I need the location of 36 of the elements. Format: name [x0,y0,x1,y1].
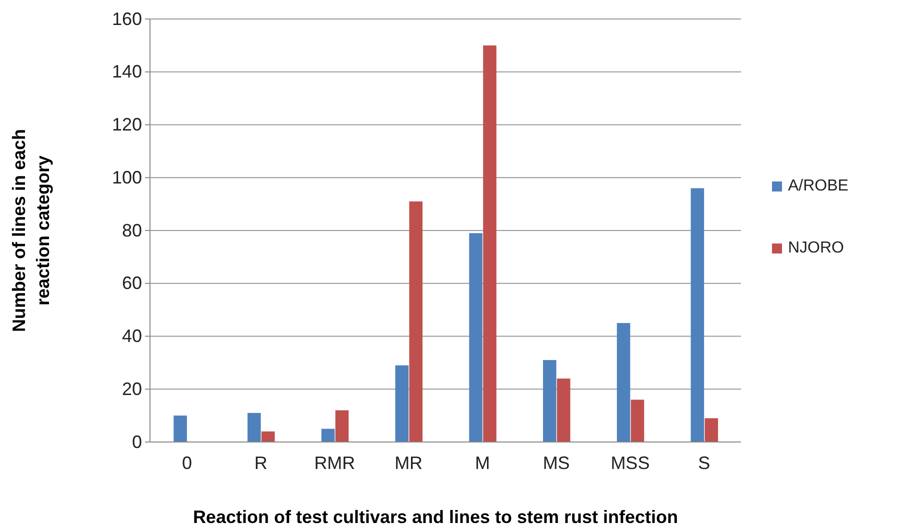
x-tick-label: RMR [314,452,356,473]
x-tick-label: M [474,452,490,473]
bar [483,45,496,442]
bar [469,233,482,442]
x-tick-label: MS [542,452,570,473]
y-tick-label: 100 [112,167,142,188]
x-tick-label: MR [394,452,423,473]
bar [335,410,349,442]
bar [690,188,704,442]
y-axis-title: Number of lines in each reaction category [9,128,53,332]
y-tick-label: 120 [112,114,142,135]
bar [630,400,644,442]
legend-label: NJORO [788,240,844,256]
x-tick-label: MSS [610,452,650,473]
bar [543,360,556,442]
bar [321,428,335,442]
y-tick-label: 0 [132,432,142,452]
x-tick-label: S [698,452,710,473]
bar [409,201,423,442]
y-tick-label: 60 [122,273,142,294]
y-tick-label: 20 [122,378,142,399]
y-tick-label: 80 [122,220,142,240]
x-tick-label: 0 [182,452,192,473]
y-tick-label: 140 [112,62,142,82]
bar [261,431,275,442]
x-axis-title: Reaction of test cultivars and lines to stem rust infection [192,507,678,527]
legend-label: A/ROBE [788,178,848,194]
bar [556,378,570,442]
bar [616,323,630,442]
x-tick-label: R [254,452,268,473]
bar [704,418,718,442]
y-tick-label: 40 [122,326,142,346]
bar [174,416,187,442]
bar [395,365,409,442]
y-tick-label: 160 [112,8,142,29]
bar [248,412,261,442]
